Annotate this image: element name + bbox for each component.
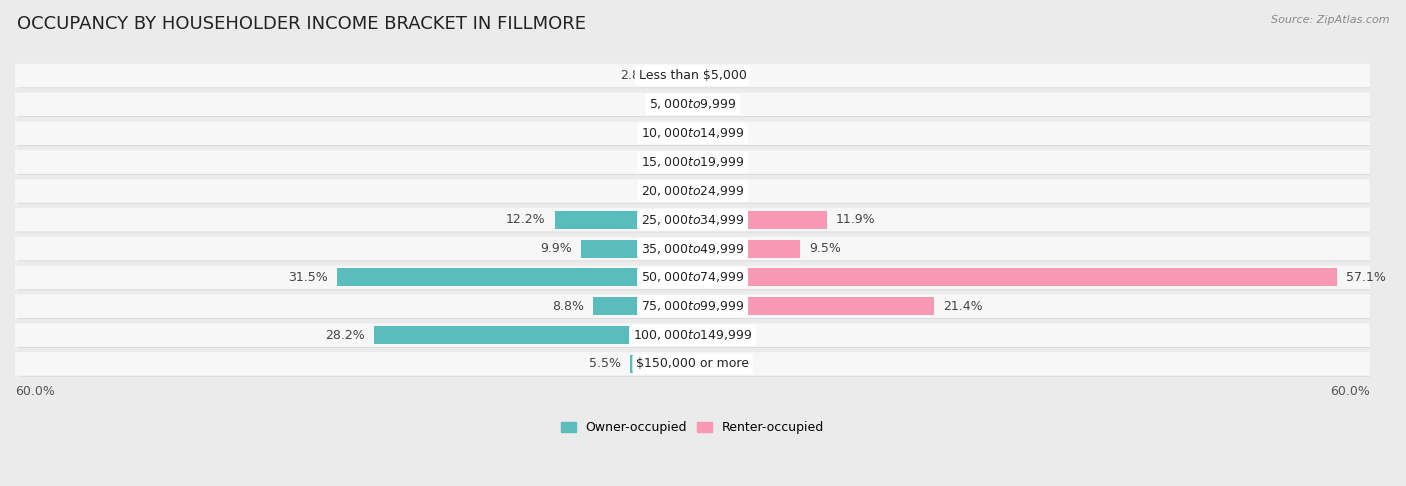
Text: 8.8%: 8.8%	[553, 300, 583, 313]
FancyBboxPatch shape	[18, 238, 1371, 261]
Text: 2.8%: 2.8%	[620, 69, 652, 82]
FancyBboxPatch shape	[15, 352, 1371, 376]
Text: 28.2%: 28.2%	[325, 329, 366, 342]
Text: 9.5%: 9.5%	[808, 242, 841, 255]
FancyBboxPatch shape	[15, 265, 1371, 289]
FancyBboxPatch shape	[18, 295, 1371, 319]
FancyBboxPatch shape	[18, 353, 1371, 377]
Bar	[661, 67, 693, 85]
Text: 0.0%: 0.0%	[702, 98, 734, 111]
Text: 0.0%: 0.0%	[651, 127, 683, 139]
FancyBboxPatch shape	[18, 209, 1371, 232]
Text: 5.5%: 5.5%	[589, 358, 621, 370]
Bar	[693, 211, 827, 229]
Text: $15,000 to $19,999: $15,000 to $19,999	[641, 155, 744, 169]
FancyBboxPatch shape	[18, 180, 1371, 204]
Bar	[630, 355, 693, 373]
Text: $25,000 to $34,999: $25,000 to $34,999	[641, 213, 744, 227]
Text: 0.0%: 0.0%	[651, 156, 683, 169]
Text: 1.1%: 1.1%	[640, 184, 671, 197]
Bar	[693, 268, 1337, 286]
Bar	[681, 182, 693, 200]
FancyBboxPatch shape	[18, 324, 1371, 348]
FancyBboxPatch shape	[15, 208, 1371, 231]
Legend: Owner-occupied, Renter-occupied: Owner-occupied, Renter-occupied	[555, 416, 830, 439]
FancyBboxPatch shape	[15, 323, 1371, 347]
Bar	[593, 297, 693, 315]
Bar	[337, 268, 693, 286]
Text: 9.9%: 9.9%	[540, 242, 572, 255]
Text: 0.0%: 0.0%	[651, 98, 683, 111]
Bar	[693, 297, 934, 315]
Text: 60.0%: 60.0%	[1330, 385, 1371, 398]
Bar	[555, 211, 693, 229]
FancyBboxPatch shape	[18, 266, 1371, 290]
Text: Source: ZipAtlas.com: Source: ZipAtlas.com	[1271, 15, 1389, 25]
FancyBboxPatch shape	[18, 65, 1371, 88]
FancyBboxPatch shape	[15, 122, 1371, 145]
FancyBboxPatch shape	[15, 295, 1371, 318]
FancyBboxPatch shape	[18, 93, 1371, 117]
Text: 0.0%: 0.0%	[702, 156, 734, 169]
FancyBboxPatch shape	[15, 92, 1371, 116]
Bar	[374, 326, 693, 344]
Text: 0.0%: 0.0%	[702, 69, 734, 82]
Text: $20,000 to $24,999: $20,000 to $24,999	[641, 184, 744, 198]
FancyBboxPatch shape	[15, 64, 1371, 87]
Text: 0.0%: 0.0%	[702, 127, 734, 139]
Text: $100,000 to $149,999: $100,000 to $149,999	[633, 328, 752, 342]
Text: 60.0%: 60.0%	[15, 385, 55, 398]
FancyBboxPatch shape	[15, 179, 1371, 203]
Text: 0.0%: 0.0%	[702, 184, 734, 197]
FancyBboxPatch shape	[18, 151, 1371, 175]
Text: $10,000 to $14,999: $10,000 to $14,999	[641, 126, 744, 140]
Text: 57.1%: 57.1%	[1347, 271, 1386, 284]
Text: 0.0%: 0.0%	[702, 358, 734, 370]
Text: $75,000 to $99,999: $75,000 to $99,999	[641, 299, 744, 313]
Text: $5,000 to $9,999: $5,000 to $9,999	[648, 97, 737, 111]
Text: 21.4%: 21.4%	[943, 300, 983, 313]
Bar	[581, 240, 693, 258]
FancyBboxPatch shape	[15, 237, 1371, 260]
Text: 11.9%: 11.9%	[837, 213, 876, 226]
Text: $50,000 to $74,999: $50,000 to $74,999	[641, 270, 744, 284]
Text: 31.5%: 31.5%	[288, 271, 328, 284]
Text: Less than $5,000: Less than $5,000	[638, 69, 747, 82]
Text: $35,000 to $49,999: $35,000 to $49,999	[641, 242, 744, 256]
FancyBboxPatch shape	[18, 122, 1371, 146]
FancyBboxPatch shape	[15, 150, 1371, 174]
Bar	[693, 240, 800, 258]
Text: 0.0%: 0.0%	[702, 329, 734, 342]
Text: OCCUPANCY BY HOUSEHOLDER INCOME BRACKET IN FILLMORE: OCCUPANCY BY HOUSEHOLDER INCOME BRACKET …	[17, 15, 586, 33]
Text: 12.2%: 12.2%	[506, 213, 546, 226]
Text: $150,000 or more: $150,000 or more	[636, 358, 749, 370]
